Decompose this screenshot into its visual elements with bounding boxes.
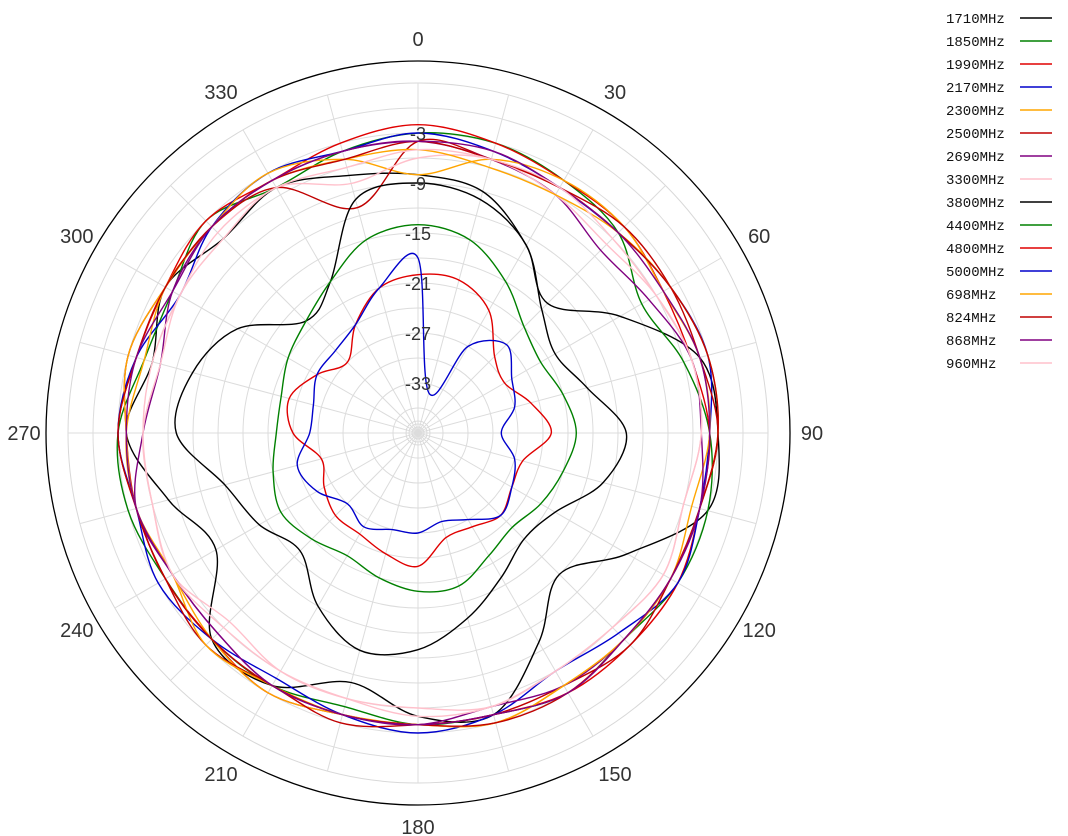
grid-spoke	[170, 432, 419, 681]
legend-entry: 3300MHz	[946, 173, 1052, 189]
series-line-4800mhz	[286, 273, 553, 568]
grid-spoke	[114, 432, 419, 609]
radial-tick-label: -27	[405, 324, 431, 344]
legend: 1710MHz 1850MHz 1990MHz 2170MHz 2300MHz 2500M…	[946, 12, 1052, 373]
angle-tick-label: 150	[598, 764, 631, 786]
grid-spoke	[417, 432, 594, 737]
legend-entry: 1710MHz	[946, 12, 1052, 28]
angle-tick-label: 270	[7, 423, 40, 445]
angle-tick-label: 30	[604, 82, 626, 104]
legend-entry: 698MHz	[946, 288, 1052, 304]
legend-label: 1710MHz	[946, 12, 1005, 28]
legend-label: 4800MHz	[946, 242, 1005, 258]
outer-rim	[45, 60, 791, 806]
legend-entry: 4400MHz	[946, 219, 1052, 235]
grid-spoke	[114, 257, 419, 434]
legend-label: 698MHz	[946, 288, 996, 304]
legend-label: 3300MHz	[946, 173, 1005, 189]
radial-tick-label: -3	[410, 124, 426, 144]
legend-entry: 2500MHz	[946, 127, 1052, 143]
legend-entry: 2690MHz	[946, 150, 1052, 166]
grid-spoke	[242, 432, 419, 737]
legend-entry: 868MHz	[946, 334, 1052, 350]
series-line-5000mhz	[296, 252, 516, 534]
series-lines	[116, 123, 721, 734]
series-line-868mhz	[125, 140, 711, 726]
radial-tick-label: -15	[405, 224, 431, 244]
series-line-3800mhz	[174, 182, 628, 656]
legend-entry: 2170MHz	[946, 81, 1052, 97]
legend-entry: 3800MHz	[946, 196, 1052, 212]
grid-spoke	[417, 432, 666, 681]
legend-label: 3800MHz	[946, 196, 1005, 212]
legend-entry: 960MHz	[946, 357, 1052, 373]
legend-entry: 5000MHz	[946, 265, 1052, 281]
series-line-1710mhz	[125, 172, 721, 723]
angle-tick-label: 0	[412, 29, 423, 51]
radial-tick-label: -9	[410, 174, 426, 194]
legend-label: 1850MHz	[946, 35, 1005, 51]
legend-label: 1990MHz	[946, 58, 1005, 74]
legend-entry: 4800MHz	[946, 242, 1052, 258]
legend-label: 4400MHz	[946, 219, 1005, 235]
grid-spoke	[79, 341, 419, 434]
angle-tick-label: 90	[801, 423, 823, 445]
legend-label: 2170MHz	[946, 81, 1005, 97]
radial-tick-label: -21	[405, 274, 431, 294]
angle-tick-label: 210	[204, 764, 237, 786]
angle-tick-label: 240	[60, 620, 93, 642]
angle-tick-label: 300	[60, 226, 93, 248]
angle-tick-label: 60	[748, 226, 770, 248]
grid-spoke	[417, 94, 510, 434]
legend-entry: 824MHz	[946, 311, 1052, 327]
legend-entry: 2300MHz	[946, 104, 1052, 120]
legend-label: 824MHz	[946, 311, 996, 327]
legend-entry: 1850MHz	[946, 35, 1052, 51]
axis-labels: -3 -9 -15 -21 -27 -33 0 30 60 90 120 150 180 210 240 27…	[7, 29, 823, 836]
legend-label: 5000MHz	[946, 265, 1005, 281]
series-line-4400mhz	[272, 223, 578, 593]
angle-tick-label: 330	[204, 82, 237, 104]
grid-spoke	[170, 185, 419, 434]
legend-label: 2500MHz	[946, 127, 1005, 143]
legend-label: 2300MHz	[946, 104, 1005, 120]
radial-tick-label: -33	[405, 374, 431, 394]
legend-label: 960MHz	[946, 357, 996, 373]
legend-label: 2690MHz	[946, 150, 1005, 166]
series-line-960mhz	[142, 148, 703, 718]
polar-grid	[45, 60, 791, 806]
angle-tick-label: 180	[401, 817, 434, 836]
legend-label: 868MHz	[946, 334, 996, 350]
legend-entry: 1990MHz	[946, 58, 1052, 74]
angle-tick-label: 120	[743, 620, 776, 642]
